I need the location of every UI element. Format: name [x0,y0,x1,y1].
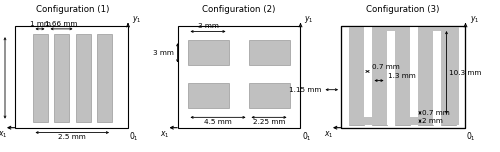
Text: 3 mm: 3 mm [152,50,174,56]
Text: Configuration (1): Configuration (1) [36,5,109,14]
Text: $0_1$: $0_1$ [302,130,312,143]
Text: Configuration (2): Configuration (2) [202,5,276,14]
Bar [188,83,228,108]
Text: $0_1$: $0_1$ [129,130,139,143]
Text: 1.66 mm: 1.66 mm [46,21,78,27]
Bar [410,31,418,117]
Bar [341,26,465,128]
Text: Configuration (3): Configuration (3) [366,5,439,14]
Bar [348,27,459,125]
Bar [97,34,112,122]
Bar [15,26,128,128]
Bar [386,31,394,117]
Bar [418,27,432,125]
Text: $y_1$: $y_1$ [132,14,141,25]
Bar [248,40,290,65]
Bar [364,31,372,117]
Text: 1.15 mm: 1.15 mm [288,87,321,93]
Text: 10.3 mm: 10.3 mm [449,70,482,76]
Text: $0_1$: $0_1$ [466,130,476,143]
Text: 2 mm: 2 mm [422,118,443,124]
Bar [248,83,290,108]
Text: $x_1$: $x_1$ [0,129,8,140]
Text: $y_1$: $y_1$ [470,14,479,25]
Bar [386,31,394,125]
Bar [348,27,364,125]
Bar [440,27,456,125]
Bar [348,27,459,125]
Bar [364,27,372,117]
Bar [364,31,372,117]
Text: 1 mm: 1 mm [30,21,50,27]
Bar [76,34,90,122]
Bar [410,27,418,117]
Text: 10 mm: 10 mm [0,65,1,91]
Text: 3 mm: 3 mm [198,23,218,29]
Bar [178,26,300,128]
Bar [432,31,440,125]
Text: 0.7 mm: 0.7 mm [422,110,450,116]
Text: 4.5 mm: 4.5 mm [204,119,232,125]
Bar [386,31,394,117]
Text: $x_1$: $x_1$ [160,129,170,140]
Text: 2.25 mm: 2.25 mm [253,119,285,125]
Bar [188,40,228,65]
Text: 1.3 mm: 1.3 mm [388,73,415,79]
Bar [32,34,48,122]
Text: 0.7 mm: 0.7 mm [372,64,400,70]
Bar [432,31,440,117]
Text: $y_1$: $y_1$ [304,14,314,25]
Bar [348,27,459,125]
Bar [341,26,465,128]
Bar [410,31,418,117]
Bar [372,27,386,125]
Bar [54,34,69,122]
Text: $x_1$: $x_1$ [324,129,334,140]
Bar [341,26,465,128]
Bar [394,27,409,125]
Bar [432,31,440,117]
Text: 2.5 mm: 2.5 mm [58,134,86,140]
